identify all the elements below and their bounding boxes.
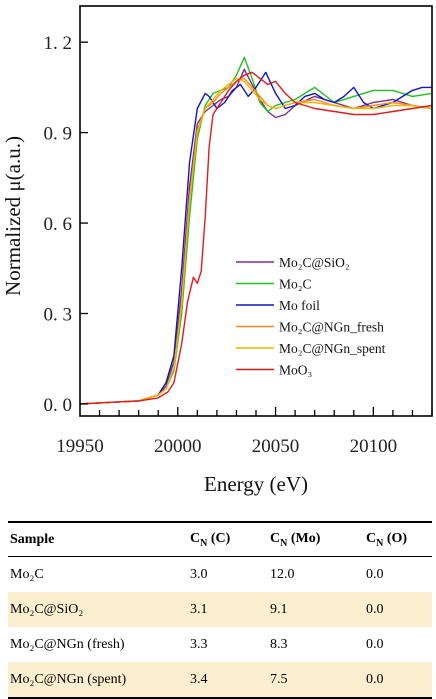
legend-label-1: Mo₂C [279, 277, 311, 292]
y-tick-label: 0. 9 [44, 124, 73, 145]
col-header-sample: Sample [10, 532, 55, 547]
table-row: Mo₂C@NGn (spent) 3.4 7.5 0.0 [8, 662, 432, 698]
cell-cn-o: 0.0 [362, 592, 432, 627]
coordination-table: Sample CN (C) CN (Mo) CN (O) Mo₂C 3.0 12… [8, 521, 432, 699]
cell-sample: Mo₂C [10, 566, 44, 582]
cell-cn-c: 3.1 [186, 592, 266, 627]
y-axis-title: Normalized μ(a.u.) [1, 136, 25, 296]
legend-label-2: Mo foil [279, 298, 320, 313]
table-header-row: Sample CN (C) CN (Mo) CN (O) [8, 522, 432, 557]
cell-sample: Mo₂C@NGn (spent) [8, 662, 186, 698]
col-header-cn-o: CN (O) [366, 531, 408, 549]
legend-label-5: MoO₃ [279, 363, 313, 378]
cell-cn-mo: 9.1 [266, 592, 362, 627]
cell-cn-c: 3.3 [190, 636, 208, 652]
cell-cn-mo: 8.3 [270, 636, 288, 652]
coordination-table-container: Sample CN (C) CN (Mo) CN (O) Mo₂C 3.0 12… [8, 521, 432, 699]
cell-cn-o: 0.0 [366, 566, 384, 582]
y-tick-label: 0. 0 [44, 395, 73, 416]
series-line-0 [80, 68, 432, 405]
xanes-chart: 19950 20000 20050 20100 0. 0 0. 3 0. 6 0. 9 1. 2… [1, 5, 433, 496]
x-tick-label: 20100 [350, 436, 398, 457]
cell-cn-c: 3.0 [190, 566, 208, 582]
legend-label-4: Mo₂C@NGn_spent [279, 341, 386, 356]
cell-cn-o: 0.0 [366, 636, 384, 652]
series-line-5 [80, 71, 432, 405]
cell-sample: Mo₂C@NGn (fresh) [10, 636, 125, 652]
legend-label-3: Mo₂C@NGn_fresh [279, 320, 384, 335]
x-tick-label: 20000 [154, 436, 202, 457]
x-tick-label: 19950 [56, 436, 104, 457]
legend-label-0: Mo₂C@SiO₂ [279, 255, 350, 270]
x-axis-title: Energy (eV) [204, 472, 308, 496]
cell-cn-o: 0.0 [362, 662, 432, 698]
y-tick-label: 0. 6 [44, 214, 73, 235]
col-header-cn-c: CN (C) [190, 531, 231, 549]
table-row: Mo₂C 3.0 12.0 0.0 [8, 557, 432, 593]
col-header-cn-mo: CN (Mo) [270, 531, 321, 549]
cell-cn-c: 3.4 [186, 662, 266, 698]
series-line-4 [80, 77, 432, 405]
cell-sample: Mo₂C@SiO₂ [8, 592, 186, 627]
y-tick-label: 0. 3 [44, 305, 73, 326]
chart-svg: 19950 20000 20050 20100 0. 0 0. 3 0. 6 0. 9 1. 2… [1, 5, 433, 496]
table-row: Mo₂C@NGn (fresh) 3.3 8.3 0.0 [8, 627, 432, 662]
cell-cn-mo: 7.5 [266, 662, 362, 698]
cell-cn-mo: 12.0 [270, 566, 295, 582]
table-row: Mo₂C@SiO₂ 3.1 9.1 0.0 [8, 592, 432, 627]
y-tick-label: 1. 2 [44, 33, 73, 54]
x-tick-label: 20050 [252, 436, 300, 457]
